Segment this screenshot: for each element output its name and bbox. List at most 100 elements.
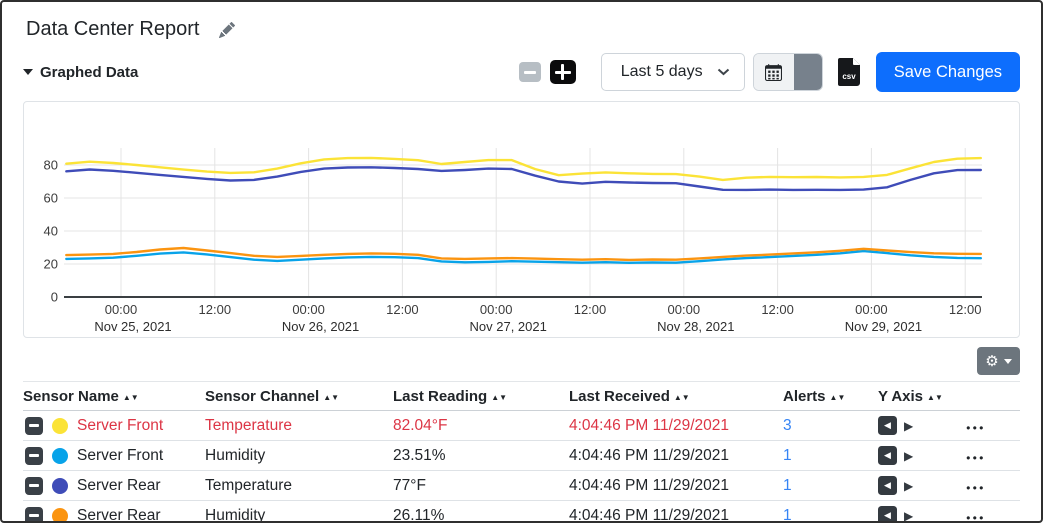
page-header: Data Center Report bbox=[2, 14, 1041, 41]
y-axis-left-icon[interactable]: ◀ bbox=[878, 506, 897, 521]
row-menu-icon[interactable]: ●●● bbox=[966, 422, 986, 432]
sensor-channel: Temperature bbox=[205, 476, 293, 494]
last-received: 4:04:46 PM 11/29/2021 bbox=[569, 506, 730, 523]
column-header[interactable]: Sensor Channel ▲▼ bbox=[205, 387, 340, 405]
last-received: 4:04:46 PM 11/29/2021 bbox=[569, 476, 730, 494]
chart-panel: 0 20 40 60 80 00:00 Nov 25, 2021 12:00 00:00 Nov … bbox=[23, 101, 1020, 338]
svg-text:Nov 25, 2021: Nov 25, 2021 bbox=[94, 319, 171, 334]
zoom-out-button[interactable] bbox=[518, 62, 541, 82]
last-reading: 77°F bbox=[393, 476, 426, 494]
y-axis-right-icon[interactable]: ▶ bbox=[904, 478, 914, 493]
sort-icon[interactable]: ▲▼ bbox=[122, 392, 139, 402]
svg-text:Nov 29, 2021: Nov 29, 2021 bbox=[845, 319, 922, 334]
save-changes-button[interactable]: Save Changes bbox=[875, 52, 1020, 92]
sensor-name: Server Rear bbox=[77, 506, 161, 523]
svg-text:Nov 28, 2021: Nov 28, 2021 bbox=[657, 319, 734, 334]
table-toolbar: ⚙ bbox=[2, 347, 1041, 375]
last-received: 4:04:46 PM 11/29/2021 bbox=[569, 446, 730, 464]
sensor-name: Server Front bbox=[77, 416, 164, 434]
section-title: Graphed Data bbox=[40, 63, 139, 81]
svg-text:00:00: 00:00 bbox=[292, 302, 325, 317]
y-axis-left-icon[interactable]: ◀ bbox=[878, 476, 897, 495]
svg-text:20: 20 bbox=[44, 257, 58, 272]
y-axis-right-icon[interactable]: ▶ bbox=[904, 448, 914, 463]
svg-text:0: 0 bbox=[51, 290, 58, 305]
sensor-table: Sensor Name ▲▼ Sensor Channel ▲▼ Last Readin… bbox=[23, 381, 1020, 523]
alerts-link[interactable]: 1 bbox=[783, 506, 792, 523]
sort-icon[interactable]: ▲▼ bbox=[927, 392, 943, 402]
svg-text:12:00: 12:00 bbox=[574, 302, 607, 317]
zoom-in-button[interactable] bbox=[549, 60, 576, 84]
series-color-dot bbox=[52, 447, 68, 464]
edit-title-icon[interactable] bbox=[219, 21, 236, 38]
sensor-line-chart[interactable]: 0 20 40 60 80 00:00 Nov 25, 2021 12:00 00:00 Nov … bbox=[24, 102, 1023, 337]
svg-text:00:00: 00:00 bbox=[855, 302, 888, 317]
last-reading: 26.11% bbox=[393, 506, 445, 523]
sensor-channel: Temperature bbox=[205, 416, 293, 434]
svg-text:Nov 27, 2021: Nov 27, 2021 bbox=[470, 319, 547, 334]
svg-text:00:00: 00:00 bbox=[105, 302, 138, 317]
y-axis-left-icon[interactable]: ◀ bbox=[878, 446, 897, 465]
column-header[interactable]: Last Reading ▲▼ bbox=[393, 387, 508, 405]
remove-sensor-button[interactable] bbox=[25, 506, 43, 521]
row-menu-icon[interactable]: ●●● bbox=[966, 452, 986, 462]
remove-sensor-button[interactable] bbox=[25, 476, 43, 495]
last-received: 4:04:46 PM 11/29/2021 bbox=[569, 416, 730, 434]
sensor-name: Server Front bbox=[77, 446, 164, 464]
sensor-channel: Humidity bbox=[205, 506, 266, 523]
alerts-link[interactable]: 1 bbox=[783, 446, 792, 464]
series-color-dot bbox=[52, 477, 68, 494]
row-menu-icon[interactable]: ●●● bbox=[966, 482, 986, 492]
table-header-row: Sensor Name ▲▼ Sensor Channel ▲▼ Last Readin… bbox=[23, 382, 1020, 411]
svg-text:12:00: 12:00 bbox=[199, 302, 232, 317]
svg-text:40: 40 bbox=[44, 224, 58, 239]
svg-text:60: 60 bbox=[44, 191, 58, 206]
table-settings-button[interactable]: ⚙ bbox=[977, 347, 1020, 375]
sensor-name: Server Rear bbox=[77, 476, 161, 494]
column-header[interactable]: Alerts ▲▼ bbox=[783, 387, 846, 405]
series-color-dot bbox=[52, 417, 68, 434]
sensor-channel: Humidity bbox=[205, 446, 266, 464]
table-row: Server Front Humidity 23.51% 4:04:46 PM … bbox=[23, 441, 1020, 471]
caret-down-icon bbox=[1003, 358, 1012, 364]
graphed-data-toggle[interactable]: Graphed Data bbox=[23, 64, 138, 81]
calendar-picker-group[interactable] bbox=[752, 53, 823, 91]
calendar-range-segment[interactable] bbox=[793, 54, 822, 90]
y-axis-right-icon[interactable]: ▶ bbox=[904, 508, 914, 523]
alerts-link[interactable]: 1 bbox=[783, 476, 792, 494]
column-header[interactable]: Y Axis ▲▼ bbox=[878, 387, 943, 405]
alerts-link[interactable]: 3 bbox=[783, 416, 792, 434]
gear-icon: ⚙ bbox=[985, 352, 999, 370]
table-row: Server Rear Temperature 77°F 4:04:46 PM … bbox=[23, 471, 1020, 501]
chevron-down-icon bbox=[717, 68, 729, 76]
svg-text:12:00: 12:00 bbox=[386, 302, 419, 317]
date-range-select[interactable]: Last 5 days bbox=[600, 53, 745, 91]
row-menu-icon[interactable]: ●●● bbox=[966, 512, 986, 522]
collapse-caret-icon bbox=[23, 69, 33, 75]
y-axis-left-icon[interactable]: ◀ bbox=[878, 416, 897, 435]
sort-icon[interactable]: ▲▼ bbox=[673, 392, 690, 402]
svg-text:Nov 26, 2021: Nov 26, 2021 bbox=[282, 319, 359, 334]
svg-text:00:00: 00:00 bbox=[668, 302, 701, 317]
last-reading: 23.51% bbox=[393, 446, 446, 464]
column-header[interactable]: Last Received ▲▼ bbox=[569, 387, 690, 405]
table-row: Server Rear Humidity 26.11% 4:04:46 PM 1… bbox=[23, 501, 1020, 523]
svg-text:80: 80 bbox=[44, 158, 58, 173]
remove-sensor-button[interactable] bbox=[25, 446, 43, 465]
export-csv-button[interactable]: csv bbox=[837, 58, 860, 86]
last-reading: 82.04°F bbox=[393, 416, 448, 434]
remove-sensor-button[interactable] bbox=[25, 416, 43, 435]
page-title: Data Center Report bbox=[26, 18, 200, 40]
svg-text:12:00: 12:00 bbox=[949, 302, 982, 317]
series-color-dot bbox=[52, 507, 68, 521]
graphed-data-toolbar: Graphed Data Last 5 days bbox=[2, 51, 1041, 93]
sort-icon[interactable]: ▲▼ bbox=[323, 392, 340, 402]
calendar-icon bbox=[765, 63, 783, 81]
column-header[interactable]: Sensor Name ▲▼ bbox=[23, 387, 139, 405]
sort-icon[interactable]: ▲▼ bbox=[491, 392, 508, 402]
calendar-button[interactable] bbox=[753, 54, 794, 90]
y-axis-right-icon[interactable]: ▶ bbox=[904, 418, 914, 433]
sort-icon[interactable]: ▲▼ bbox=[829, 392, 846, 402]
chart-controls: Last 5 days bbox=[518, 52, 1020, 92]
